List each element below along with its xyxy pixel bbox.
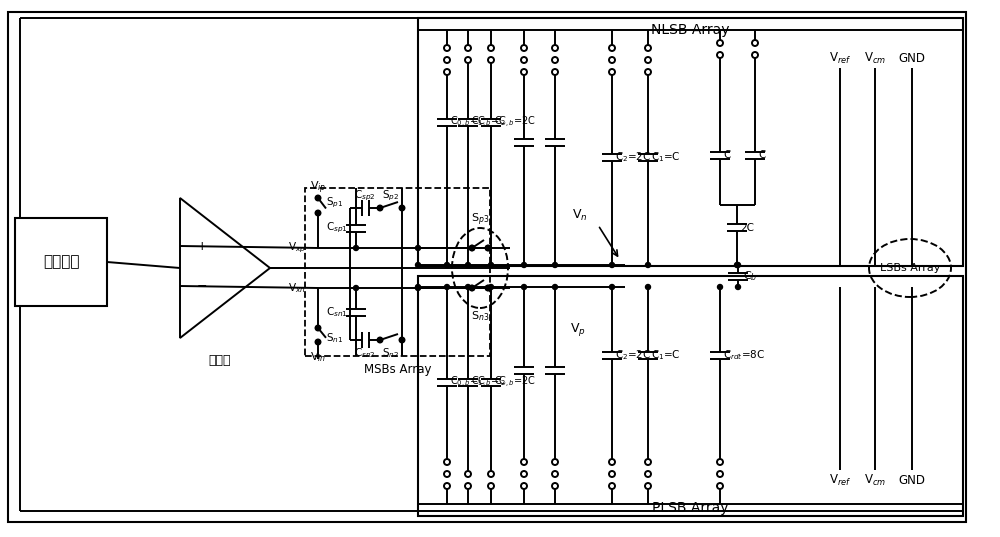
Circle shape	[646, 285, 650, 289]
Text: NLSB Array: NLSB Array	[651, 23, 730, 37]
Circle shape	[736, 263, 740, 267]
Text: +: +	[197, 240, 207, 252]
Text: GND: GND	[898, 474, 926, 487]
Text: 2C: 2C	[740, 223, 754, 233]
Text: C$_1$=C: C$_1$=C	[651, 150, 681, 164]
Text: C$_{rdt}$=8C: C$_{rdt}$=8C	[723, 348, 765, 362]
Circle shape	[470, 286, 475, 291]
Circle shape	[316, 339, 320, 345]
Circle shape	[416, 245, 420, 250]
Text: C$_{1,b}$=C: C$_{1,b}$=C	[471, 114, 507, 129]
Circle shape	[470, 286, 475, 291]
Text: C$_{0,b}$=C: C$_{0,b}$=C	[450, 374, 486, 389]
Text: V$_{xp}$: V$_{xp}$	[288, 241, 306, 255]
Circle shape	[486, 286, 490, 291]
Bar	[305, 188, 490, 356]
Circle shape	[316, 195, 320, 200]
Circle shape	[416, 285, 420, 289]
Circle shape	[646, 263, 650, 267]
Text: C$_{0,b}$=C: C$_{0,b}$=C	[450, 114, 486, 129]
Circle shape	[466, 285, 471, 289]
Text: V$_{ip}$: V$_{ip}$	[310, 180, 326, 196]
Circle shape	[354, 245, 358, 250]
Circle shape	[378, 206, 382, 211]
Circle shape	[378, 337, 382, 343]
Text: S$_{n3}$: S$_{n3}$	[471, 309, 489, 323]
Text: V$_{in}$: V$_{in}$	[310, 350, 326, 364]
Circle shape	[552, 263, 558, 267]
Text: C$_2$=2C: C$_2$=2C	[615, 150, 651, 164]
Text: −: −	[197, 279, 207, 293]
Text: C$_{sp2}$: C$_{sp2}$	[354, 189, 376, 203]
Text: V$_p$: V$_p$	[570, 322, 586, 338]
Circle shape	[610, 263, 614, 267]
Text: S$_{n2}$: S$_{n2}$	[382, 346, 400, 360]
Text: V$_{xn}$: V$_{xn}$	[288, 281, 306, 295]
Text: C$_{1,b}$=C: C$_{1,b}$=C	[471, 374, 507, 389]
Circle shape	[552, 285, 558, 289]
Text: V$_{ref}$: V$_{ref}$	[829, 473, 851, 488]
Circle shape	[470, 245, 475, 250]
Text: S$_{p1}$: S$_{p1}$	[326, 195, 343, 210]
Text: C$_{sn2}$: C$_{sn2}$	[354, 346, 376, 360]
Text: S$_{p3}$: S$_{p3}$	[471, 212, 489, 228]
Text: C: C	[758, 150, 765, 160]
Circle shape	[470, 245, 475, 250]
Circle shape	[522, 285, 526, 289]
Text: C$_2$=2C: C$_2$=2C	[615, 348, 651, 362]
Text: PLSB Array: PLSB Array	[652, 501, 729, 515]
Circle shape	[416, 286, 420, 291]
Text: V$_{cm}$: V$_{cm}$	[864, 50, 886, 66]
Text: GND: GND	[898, 52, 926, 64]
Circle shape	[316, 211, 320, 215]
Circle shape	[734, 263, 740, 267]
Circle shape	[522, 263, 526, 267]
Circle shape	[354, 286, 358, 291]
Text: C: C	[723, 150, 730, 160]
Bar	[418, 18, 963, 266]
Circle shape	[316, 325, 320, 330]
Circle shape	[610, 285, 614, 289]
Circle shape	[444, 285, 450, 289]
Text: MSBs Array: MSBs Array	[364, 364, 431, 376]
Text: LSBs Array: LSBs Array	[880, 263, 940, 273]
Circle shape	[486, 245, 490, 250]
Circle shape	[736, 285, 740, 289]
Text: 比较器: 比较器	[209, 353, 231, 366]
Bar	[15, 218, 107, 306]
Bar	[418, 276, 963, 516]
Text: C$_{2,b}$=2C: C$_{2,b}$=2C	[494, 374, 536, 389]
Text: C$_{sp1}$: C$_{sp1}$	[326, 221, 348, 235]
Text: C$_{sn1}$: C$_{sn1}$	[326, 305, 348, 319]
Circle shape	[486, 245, 490, 250]
Text: V$_{cm}$: V$_{cm}$	[864, 473, 886, 488]
Circle shape	[400, 206, 404, 211]
Text: C$_1$=C: C$_1$=C	[651, 348, 681, 362]
Text: S$_{p2}$: S$_{p2}$	[382, 189, 400, 203]
Circle shape	[466, 263, 471, 267]
Circle shape	[718, 285, 722, 289]
Circle shape	[486, 286, 490, 291]
Text: V$_n$: V$_n$	[572, 207, 588, 222]
Text: C$_b$: C$_b$	[743, 269, 757, 283]
Circle shape	[416, 263, 420, 267]
Text: S$_{n1}$: S$_{n1}$	[326, 331, 343, 345]
Text: 控制逻辑: 控制逻辑	[43, 255, 79, 270]
Circle shape	[444, 263, 450, 267]
Circle shape	[488, 263, 494, 267]
Text: V$_{ref}$: V$_{ref}$	[829, 50, 851, 66]
Circle shape	[400, 337, 404, 343]
Text: C$_{2,b}$=2C: C$_{2,b}$=2C	[494, 114, 536, 129]
Circle shape	[488, 285, 494, 289]
